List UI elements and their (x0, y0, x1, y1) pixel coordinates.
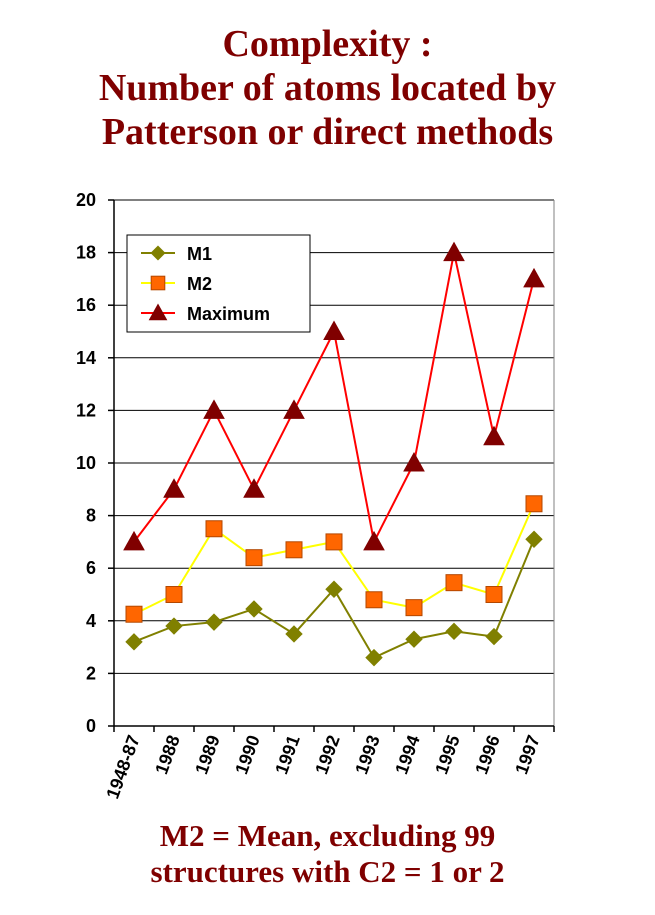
data-point-m2 (325, 533, 343, 551)
data-point-maximum (403, 451, 425, 472)
series-m1 (125, 530, 543, 667)
x-tick-label: 1997 (511, 733, 543, 777)
data-point-m2 (205, 520, 223, 538)
gridlines (114, 199, 555, 726)
y-tick-label: 8 (86, 506, 96, 526)
data-point-m2 (365, 591, 383, 609)
data-point-m1 (165, 617, 183, 635)
y-tick-label: 0 (86, 716, 96, 736)
footnote-line-1: M2 = Mean, excluding 99 (159, 818, 496, 853)
data-point-m2 (525, 495, 543, 513)
data-point-m1 (245, 600, 263, 618)
x-tick-label: 1989 (191, 733, 223, 777)
chart-title: Complexity : Number of atoms located by … (0, 22, 655, 154)
data-point-maximum (523, 267, 545, 288)
series-m2 (125, 495, 543, 623)
data-point-maximum (203, 399, 225, 419)
data-point-m2 (165, 586, 183, 603)
y-tick-label: 20 (76, 190, 96, 210)
data-point-m2 (245, 549, 263, 567)
legend-label-maximum: Maximum (187, 304, 270, 324)
legend-marker-m2 (150, 275, 166, 291)
x-tick-label: 1993 (351, 733, 383, 777)
x-tick-label: 1988 (151, 733, 183, 777)
y-tick-label: 18 (76, 243, 96, 263)
chart-title-line-3: Patterson or direct methods (101, 111, 554, 153)
series-maximum (123, 241, 545, 551)
x-tick-label: 1990 (231, 733, 263, 777)
data-point-m1 (325, 580, 343, 598)
y-tick-label: 12 (76, 400, 96, 420)
y-tick-label: 16 (76, 295, 96, 315)
chart-title-line-1: Complexity : (222, 23, 433, 65)
y-tick-label: 4 (86, 611, 96, 631)
data-point-maximum (483, 425, 505, 446)
data-point-maximum (123, 530, 145, 551)
data-point-maximum (323, 320, 345, 340)
data-point-m2 (445, 574, 463, 592)
legend-marker-m1 (150, 245, 166, 261)
data-point-m2 (125, 605, 143, 623)
data-point-m1 (205, 613, 223, 631)
legend: M1 M2 Maximum (126, 234, 311, 333)
x-tick-label: 1948-87 (102, 733, 143, 802)
x-tick-label: 1994 (391, 733, 423, 777)
chart-title-line-2: Number of atoms located by (98, 67, 557, 109)
data-point-m1 (445, 622, 463, 641)
data-point-m1 (285, 625, 303, 643)
x-tick-label: 1996 (471, 733, 503, 777)
x-tick-label: 1995 (431, 733, 463, 777)
series-line-m1 (133, 538, 535, 659)
data-point-m1 (525, 530, 543, 548)
data-point-maximum (163, 478, 185, 498)
legend-marker-maximum (148, 303, 168, 321)
data-point-maximum (243, 478, 265, 498)
data-point-m1 (485, 627, 503, 646)
data-point-m1 (405, 630, 423, 648)
data-point-maximum (443, 241, 465, 262)
x-tick-label: 1991 (271, 733, 303, 777)
data-point-m2 (405, 599, 423, 617)
footnote-line-2: structures with C2 = 1 or 2 (150, 854, 505, 889)
x-tick-label: 1992 (311, 733, 343, 777)
data-point-m1 (125, 633, 143, 651)
y-tick-label: 2 (86, 663, 96, 683)
series (123, 241, 545, 667)
data-point-maximum (283, 399, 305, 419)
data-point-m2 (485, 586, 503, 603)
y-tick-label: 14 (76, 348, 96, 368)
y-tick-label: 10 (76, 453, 96, 473)
y-tick-label: 6 (86, 558, 96, 578)
legend-label-m1: M1 (187, 244, 212, 264)
data-point-m1 (365, 648, 383, 667)
footnote: M2 = Mean, excluding 99 structures with … (0, 818, 655, 890)
legend-label-m2: M2 (187, 274, 212, 294)
data-point-maximum (363, 530, 385, 551)
data-point-m2 (285, 541, 303, 559)
